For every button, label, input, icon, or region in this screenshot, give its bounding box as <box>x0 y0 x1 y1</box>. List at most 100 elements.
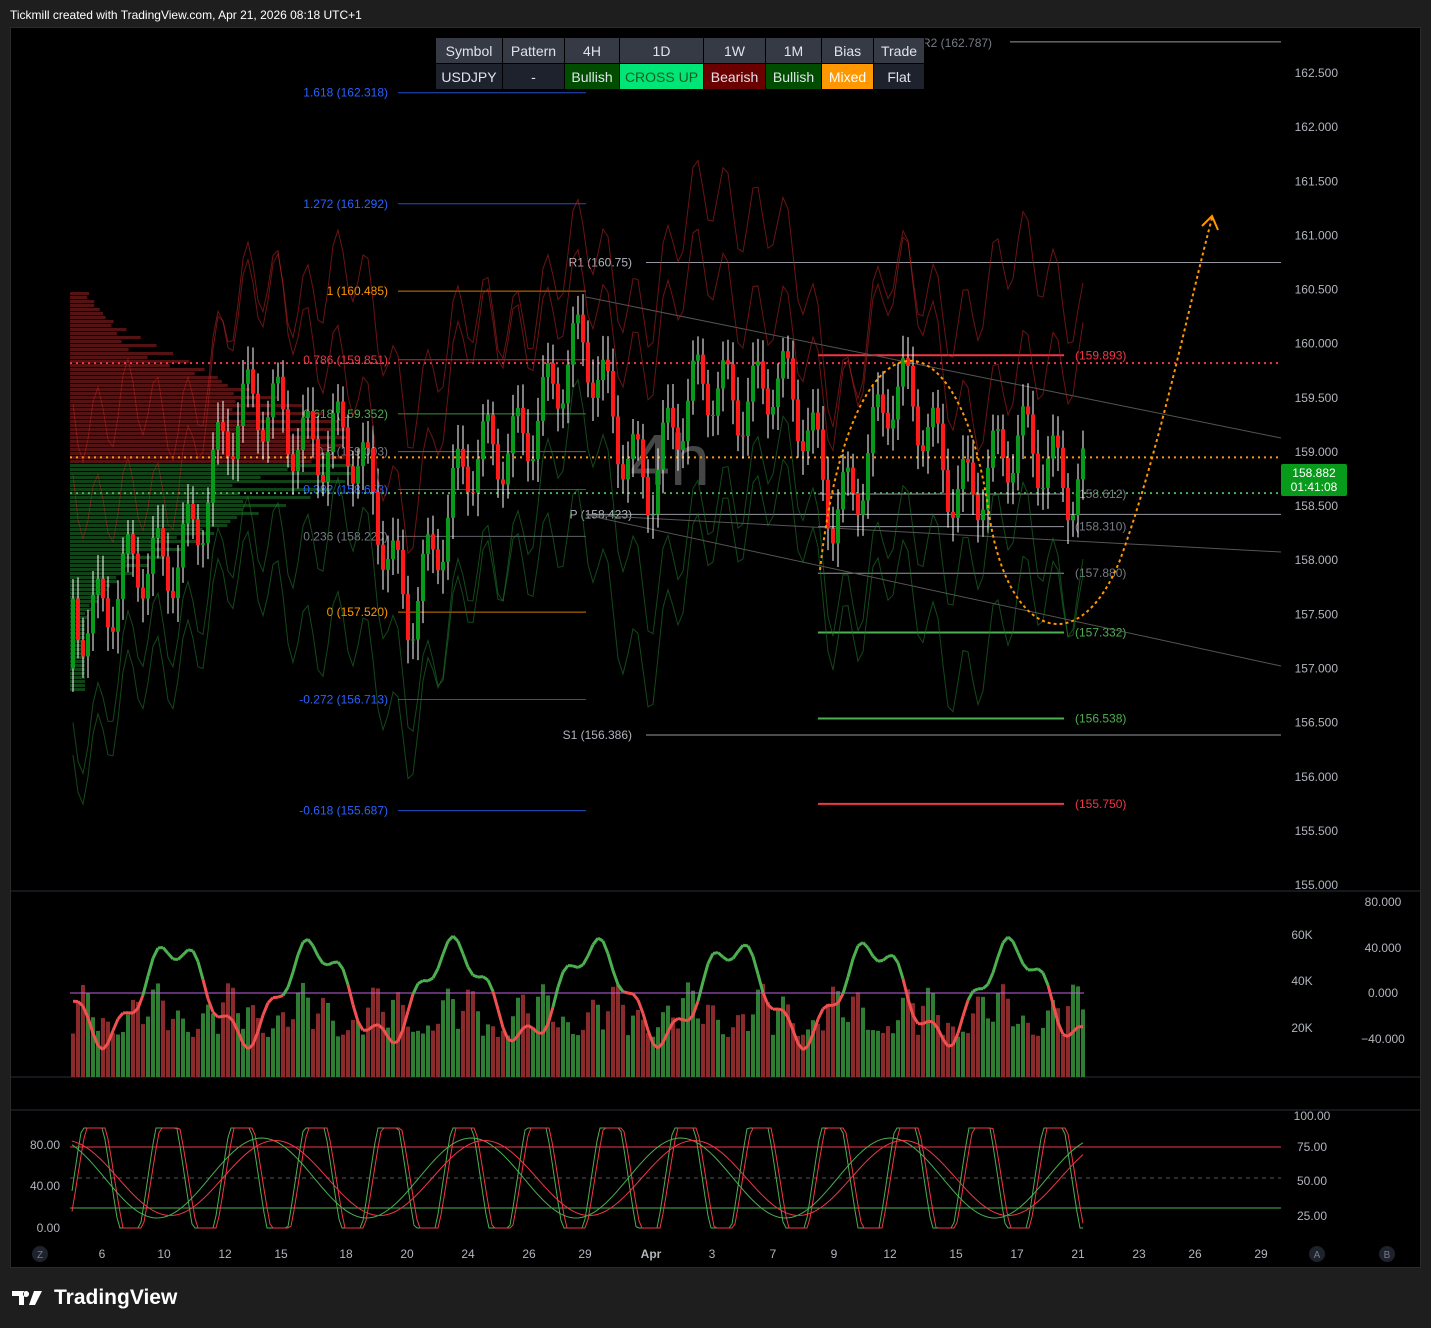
volume-bar <box>86 992 90 1077</box>
candle-body <box>431 534 435 550</box>
table-header-trade: Trade <box>873 37 925 64</box>
scale-button[interactable] <box>32 1246 48 1262</box>
volume-profile-bar <box>70 396 277 399</box>
price-axis-label: 159.500 <box>1295 391 1339 405</box>
volume-bar <box>341 1034 345 1077</box>
volume-profile-bar <box>70 592 104 595</box>
price-axis-label: 155.000 <box>1295 878 1339 892</box>
candle-body <box>896 386 900 420</box>
candle-body <box>546 363 550 378</box>
time-axis-label: 6 <box>99 1247 106 1261</box>
oscillator-segment <box>767 1003 774 1011</box>
volume-bar <box>811 1020 815 1077</box>
oscillator-segment <box>81 1005 90 1019</box>
volume-bar <box>606 1011 610 1077</box>
table-value-1m: Bullish <box>765 63 822 90</box>
logo-text: TradingView <box>54 1286 178 1309</box>
volume-bar <box>1011 1026 1015 1077</box>
oscillator-segment <box>201 979 210 1000</box>
candle-body <box>271 383 275 418</box>
volume-bar <box>491 1026 495 1077</box>
oscillator-segment <box>172 957 179 962</box>
oscillator-axis-label: −40.000 <box>1361 1032 1405 1046</box>
candle-body <box>776 378 780 407</box>
candle-body <box>696 354 700 361</box>
oscillator-segment <box>296 941 305 956</box>
price-axis-label: 157.000 <box>1295 661 1339 675</box>
candle-body <box>481 421 485 460</box>
candle-body <box>136 553 140 588</box>
volume-profile-bar <box>70 448 331 451</box>
oscillator-segment <box>696 981 705 1002</box>
volume-bar <box>596 1004 600 1077</box>
volume-profile-bar <box>70 552 134 555</box>
volume-bar <box>961 1031 965 1077</box>
time-axis-label: 9 <box>831 1247 838 1261</box>
volume-bar <box>916 1034 920 1077</box>
volume-profile-bar <box>70 596 98 599</box>
volume-bar <box>991 1021 995 1077</box>
volume-bar <box>546 995 550 1077</box>
oscillator-segment <box>472 973 479 979</box>
candle-body <box>791 358 795 400</box>
oscillator-segment <box>411 982 420 995</box>
volume-bar <box>176 1010 180 1077</box>
volume-bar <box>536 996 540 1077</box>
oscillator-segment <box>851 945 860 960</box>
oscillator-segment <box>761 991 770 1006</box>
volume-bar <box>931 992 935 1077</box>
price-axis-label: 160.000 <box>1295 337 1339 351</box>
volume-bar <box>306 997 310 1077</box>
volume-bar <box>716 1019 720 1077</box>
oscillator-segment <box>1051 1003 1060 1023</box>
oscillator-segment <box>877 958 884 963</box>
volume-bar <box>406 1026 410 1077</box>
table-header-1w: 1W <box>703 37 766 64</box>
oscillator-segment <box>951 1032 960 1046</box>
oscillator-segment <box>706 952 715 965</box>
oscillator-segment <box>372 1023 379 1028</box>
candle-body <box>641 439 645 478</box>
oscillator-segment <box>1016 952 1025 965</box>
candle-body <box>121 553 125 599</box>
volume-profile-bar <box>70 420 339 423</box>
candle-body <box>1046 458 1050 488</box>
oscillator-segment <box>1071 1025 1080 1033</box>
oscillator-segment <box>1037 967 1044 974</box>
oscillator-segment <box>522 1024 529 1030</box>
trend-channel-line <box>585 514 1282 553</box>
stoch-right-axis-label: 50.00 <box>1297 1174 1327 1188</box>
price-axis-label: 156.500 <box>1295 716 1339 730</box>
volume-bar <box>971 1013 975 1077</box>
volume-bar <box>866 1029 870 1077</box>
volume-bar <box>511 1016 515 1077</box>
projection-arrow-icon <box>1201 214 1219 231</box>
oscillator-segment <box>652 1042 659 1050</box>
oscillator-segment <box>91 1032 100 1047</box>
candle-body <box>171 590 175 599</box>
scale-button[interactable] <box>1309 1246 1325 1262</box>
candle-body <box>826 479 830 529</box>
volume-profile-bar <box>70 392 234 395</box>
volume-profile-bar <box>70 680 85 683</box>
scale-button[interactable] <box>1379 1246 1395 1262</box>
volume-bar <box>486 1024 490 1077</box>
volume-bar <box>136 1001 140 1077</box>
volume-profile-bar <box>70 436 350 439</box>
chart-panel[interactable] <box>10 27 1421 1268</box>
volume-profile-bar <box>70 316 106 319</box>
volume-profile-bar <box>70 452 331 455</box>
volume-bar <box>431 1030 435 1077</box>
volume-profile-bar <box>70 544 154 547</box>
bar-countdown: 01:41:08 <box>1290 480 1338 494</box>
oscillator-segment <box>751 955 760 975</box>
volume-bar <box>846 1021 850 1077</box>
volume-bar <box>206 1004 210 1077</box>
candle-body <box>86 633 90 657</box>
oscillator-segment <box>891 954 900 964</box>
volume-bar <box>786 1004 790 1077</box>
tradingview-logo[interactable]: TradingView <box>12 1286 177 1310</box>
volume-bar <box>721 1034 725 1077</box>
volume-profile-bar <box>70 364 170 367</box>
